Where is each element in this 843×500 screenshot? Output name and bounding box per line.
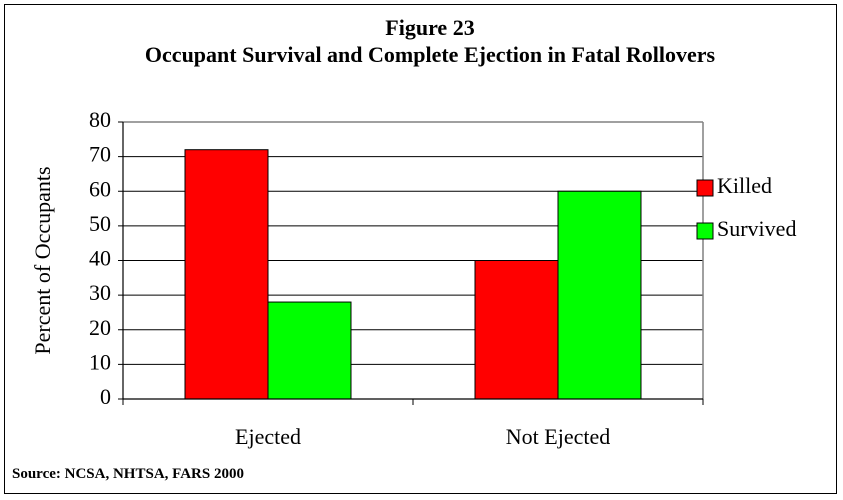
- bar: [184, 149, 269, 400]
- titles: Figure 23 Occupant Survival and Complete…: [140, 14, 720, 68]
- y-tick-label: 30: [89, 280, 111, 305]
- y-tick-label: 20: [89, 315, 111, 340]
- y-tick-label: 10: [89, 349, 111, 374]
- legend-swatch: [696, 222, 714, 240]
- source-note: Source: NCSA, NHTSA, FARS 2000: [12, 466, 244, 482]
- y-tick-label: 80: [89, 107, 111, 132]
- y-tick-label: 40: [89, 246, 111, 271]
- y-tick-label: 60: [89, 176, 111, 201]
- chart-title: Figure 23: [385, 15, 475, 40]
- x-tick-label: Not Ejected: [506, 424, 610, 449]
- bar: [557, 190, 642, 400]
- bar: [267, 301, 352, 400]
- bar: [474, 260, 559, 400]
- y-tick-label: 0: [100, 384, 111, 409]
- y-tick-label: 70: [89, 142, 111, 167]
- chart-subtitle: Occupant Survival and Complete Ejection …: [144, 42, 716, 67]
- x-tick-label: Ejected: [235, 424, 301, 449]
- chart-frame: [4, 4, 837, 494]
- y-axis-label: Percent of Occupants: [30, 166, 55, 354]
- legend-swatch: [696, 179, 714, 197]
- y-tick-label: 50: [89, 211, 111, 236]
- legend-label: Killed: [717, 173, 772, 198]
- legend-label: Survived: [717, 216, 796, 241]
